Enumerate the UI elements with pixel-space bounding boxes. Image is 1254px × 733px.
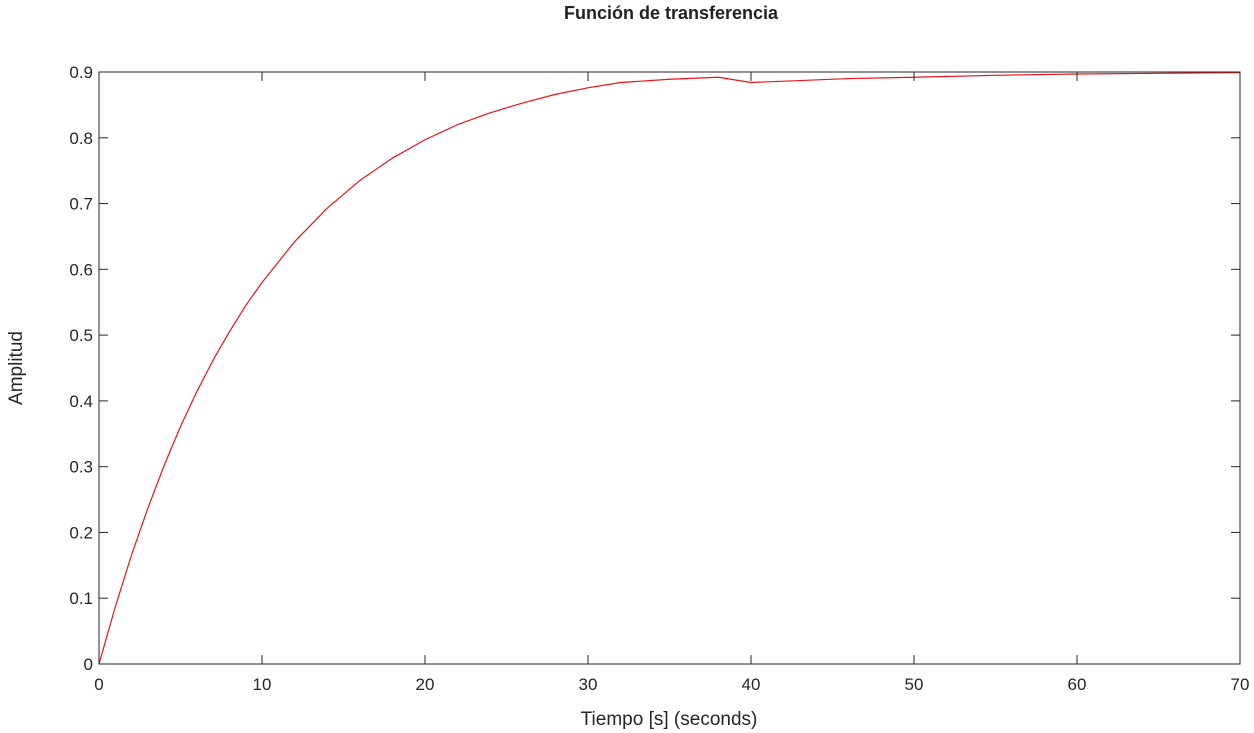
y-tick-label: 0.5 [69,326,93,345]
y-tick-label: 0 [84,655,93,674]
x-tick-label: 0 [94,675,103,694]
plot-area [99,72,1240,664]
y-tick-label: 0.7 [69,195,93,214]
plot-frame [98,71,1241,665]
x-axis-label: Tiempo [s] (seconds) [581,709,758,730]
y-tick-label: 0.2 [69,523,93,542]
y-axis-label: Amplitud [6,331,27,405]
series-line-1 [98,72,1241,665]
x-tick-label: 10 [253,675,272,694]
y-tick-label: 0.8 [69,129,93,148]
chart-title: Función de transferencia [564,3,779,23]
x-tick-label: 50 [905,675,924,694]
x-tick-label: 60 [1068,675,1087,694]
x-tick-label: 30 [579,675,598,694]
y-tick-label: 0.1 [69,589,93,608]
y-tick-label: 0.4 [69,392,93,411]
y-tick-label: 0.6 [69,260,93,279]
y-tick-label: 0.3 [69,458,93,477]
x-tick-label: 40 [742,675,761,694]
y-tick-label: 0.9 [69,63,93,82]
x-tick-label: 20 [416,675,435,694]
x-tick-label: 70 [1231,675,1250,694]
